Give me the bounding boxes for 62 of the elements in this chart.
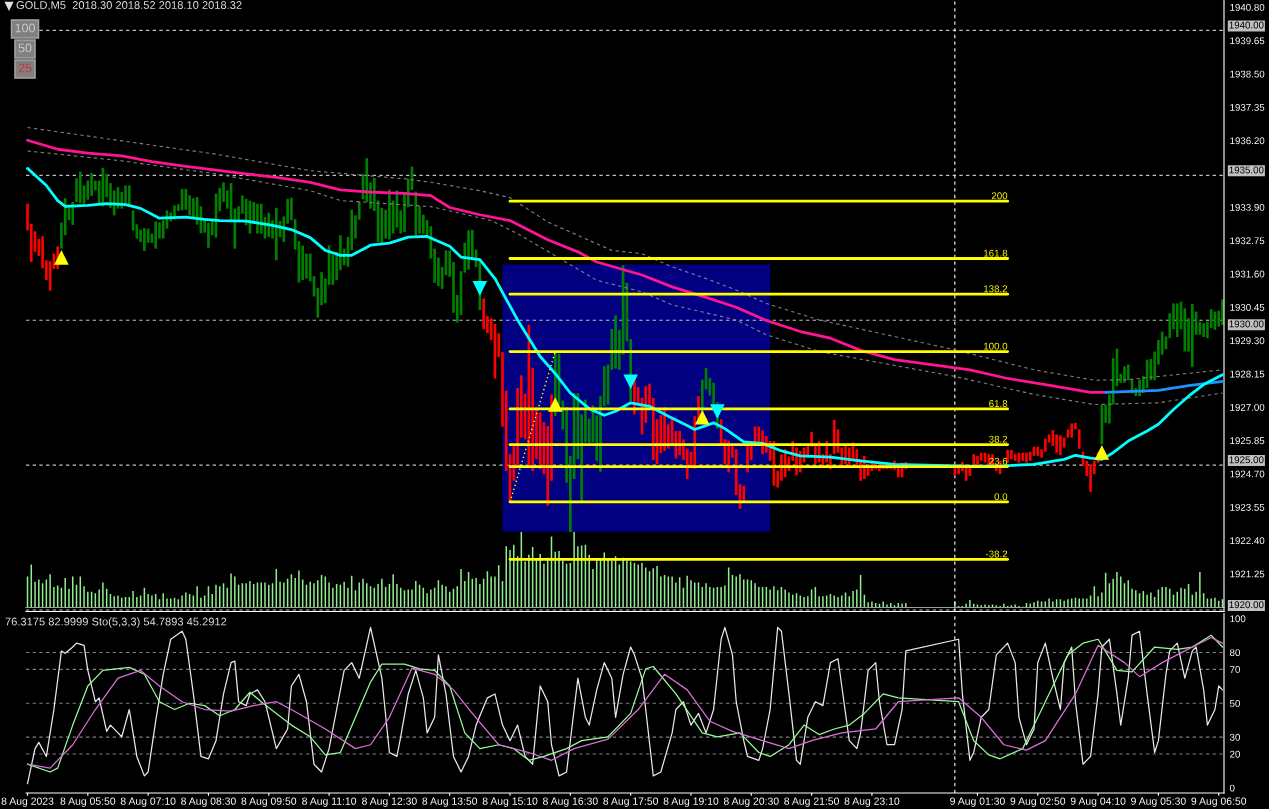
x-tick-label: 9 Aug 04:10 (1070, 797, 1126, 807)
x-tick-label: 8 Aug 15:10 (482, 797, 538, 807)
series-label: 38.2 (989, 435, 1008, 443)
x-tick-label: 8 Aug 08:30 (181, 797, 236, 807)
ref-line-label: 1940.00 (1229, 21, 1264, 29)
x-tick-label: 8 Aug 13:50 (422, 797, 478, 807)
x-tick-label: 9 Aug 02:50 (1010, 797, 1066, 807)
series-label: 138.2 (984, 285, 1008, 293)
y-tick-label: 1932.75 (1230, 237, 1265, 245)
annotation: 50 (18, 43, 32, 53)
x-tick-label: 8 Aug 05:50 (60, 797, 116, 807)
annotation: 100 (15, 23, 35, 33)
y-tick-label: 1923.55 (1230, 503, 1265, 511)
y-tick-label: 1927.00 (1230, 403, 1265, 411)
series-label: -38.2 (985, 550, 1008, 558)
x-tick-label: 9 Aug 01:30 (950, 797, 1005, 807)
x-tick-label: 8 Aug 2023 (1, 797, 54, 807)
series-label: 0.0 (994, 493, 1008, 501)
y-tick-label: 80 (1229, 649, 1240, 657)
y-tick-label: 1925.85 (1230, 437, 1265, 445)
x-tick-label: 8 Aug 17:50 (603, 797, 659, 807)
y-tick-label: 50 (1229, 699, 1240, 707)
ref-line-label: 1920.00 (1229, 601, 1264, 609)
x-tick-label: 8 Aug 11:10 (302, 797, 357, 807)
y-tick-label: 0 (1229, 784, 1235, 792)
series-label: 100.0 (984, 342, 1008, 350)
y-tick-label: 70 (1230, 666, 1240, 673)
x-tick-label: 8 Aug 16:30 (542, 797, 598, 807)
series-label: 161.8 (984, 249, 1008, 257)
chart-title: 76.3175 82.9999 Sto(5,3,3) 54.7893 45.2912 (5, 617, 227, 628)
x-tick-label: 8 Aug 19:10 (663, 797, 719, 807)
y-tick-label: 1924.70 (1230, 470, 1265, 478)
x-tick-label: 8 Aug 09:50 (241, 797, 297, 807)
x-tick-label: 9 Aug 06:50 (1191, 797, 1247, 807)
ref-line-label: 1930.00 (1229, 320, 1264, 328)
y-tick-label: 1936.20 (1230, 137, 1265, 145)
x-tick-label: 8 Aug 20:30 (723, 797, 779, 807)
y-tick-label: 1930.45 (1230, 303, 1265, 311)
y-tick-label: 20 (1230, 750, 1240, 758)
x-tick-label: 8 Aug 12:30 (362, 797, 417, 807)
y-tick-label: 1933.90 (1230, 203, 1265, 211)
x-tick-label: 8 Aug 21:50 (784, 797, 839, 807)
ref-line-label: 1935.00 (1229, 166, 1264, 174)
y-tick-label: 1921.25 (1230, 570, 1265, 578)
y-tick-label: 1928.15 (1230, 370, 1265, 378)
y-tick-label: 30 (1229, 733, 1240, 741)
y-tick-label: 1938.50 (1230, 70, 1265, 78)
annotation: 25 (18, 63, 32, 73)
series-label: 200 (991, 192, 1008, 200)
chart-title: GOLD,M5 2018.30 2018.52 2018.10 2018.32 (16, 1, 242, 11)
x-tick-label: 9 Aug 05:30 (1131, 797, 1186, 807)
y-tick-label: 1929.30 (1230, 337, 1265, 345)
y-tick-label: 1940.80 (1230, 3, 1265, 11)
y-tick-label: 100 (1230, 615, 1246, 623)
y-tick-label: 1931.60 (1230, 270, 1265, 278)
x-tick-label: 8 Aug 23:10 (844, 797, 900, 807)
y-tick-label: 1937.35 (1230, 103, 1265, 111)
y-tick-label: 1922.40 (1230, 537, 1265, 545)
y-tick-label: 1939.65 (1230, 37, 1265, 45)
x-tick-label: 8 Aug 07:10 (120, 797, 176, 807)
ref-line-label: 1925.00 (1229, 456, 1264, 464)
series-label: 61.8 (989, 400, 1008, 407)
